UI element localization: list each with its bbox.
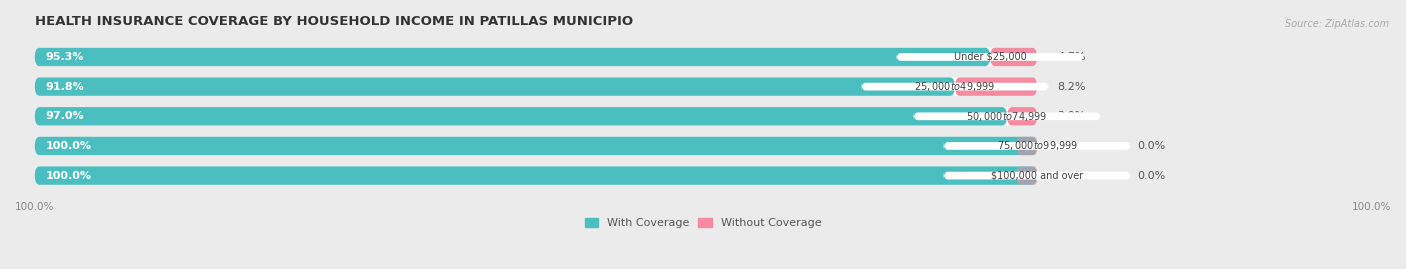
Text: 3.0%: 3.0%	[1057, 111, 1085, 121]
Text: $75,000 to $99,999: $75,000 to $99,999	[997, 139, 1078, 153]
FancyBboxPatch shape	[955, 77, 1038, 96]
FancyBboxPatch shape	[943, 141, 1130, 151]
Text: $100,000 and over: $100,000 and over	[991, 171, 1083, 180]
FancyBboxPatch shape	[35, 167, 1038, 185]
FancyBboxPatch shape	[1017, 167, 1038, 185]
Text: Source: ZipAtlas.com: Source: ZipAtlas.com	[1285, 19, 1389, 29]
FancyBboxPatch shape	[897, 52, 1084, 62]
Text: $50,000 to $74,999: $50,000 to $74,999	[966, 110, 1047, 123]
Text: 91.8%: 91.8%	[45, 82, 84, 92]
Text: 100.0%: 100.0%	[45, 141, 91, 151]
FancyBboxPatch shape	[943, 171, 1130, 181]
FancyBboxPatch shape	[35, 48, 990, 66]
Text: 0.0%: 0.0%	[1137, 171, 1166, 180]
Text: HEALTH INSURANCE COVERAGE BY HOUSEHOLD INCOME IN PATILLAS MUNICIPIO: HEALTH INSURANCE COVERAGE BY HOUSEHOLD I…	[35, 15, 633, 28]
Text: 8.2%: 8.2%	[1057, 82, 1085, 92]
FancyBboxPatch shape	[862, 82, 1049, 92]
FancyBboxPatch shape	[35, 77, 1038, 96]
Text: 0.0%: 0.0%	[1137, 141, 1166, 151]
FancyBboxPatch shape	[35, 137, 1038, 155]
FancyBboxPatch shape	[35, 167, 1038, 185]
FancyBboxPatch shape	[1017, 137, 1038, 155]
FancyBboxPatch shape	[35, 77, 955, 96]
Legend: With Coverage, Without Coverage: With Coverage, Without Coverage	[585, 218, 821, 228]
FancyBboxPatch shape	[35, 137, 1038, 155]
Text: Under $25,000: Under $25,000	[953, 52, 1026, 62]
Text: 97.0%: 97.0%	[45, 111, 84, 121]
FancyBboxPatch shape	[35, 48, 1038, 66]
FancyBboxPatch shape	[990, 48, 1038, 66]
FancyBboxPatch shape	[35, 107, 1007, 125]
FancyBboxPatch shape	[1007, 107, 1038, 125]
FancyBboxPatch shape	[914, 111, 1101, 121]
Text: 100.0%: 100.0%	[45, 171, 91, 180]
Text: 95.3%: 95.3%	[45, 52, 84, 62]
Text: 4.7%: 4.7%	[1057, 52, 1085, 62]
FancyBboxPatch shape	[35, 107, 1038, 125]
Text: $25,000 to $49,999: $25,000 to $49,999	[914, 80, 995, 93]
